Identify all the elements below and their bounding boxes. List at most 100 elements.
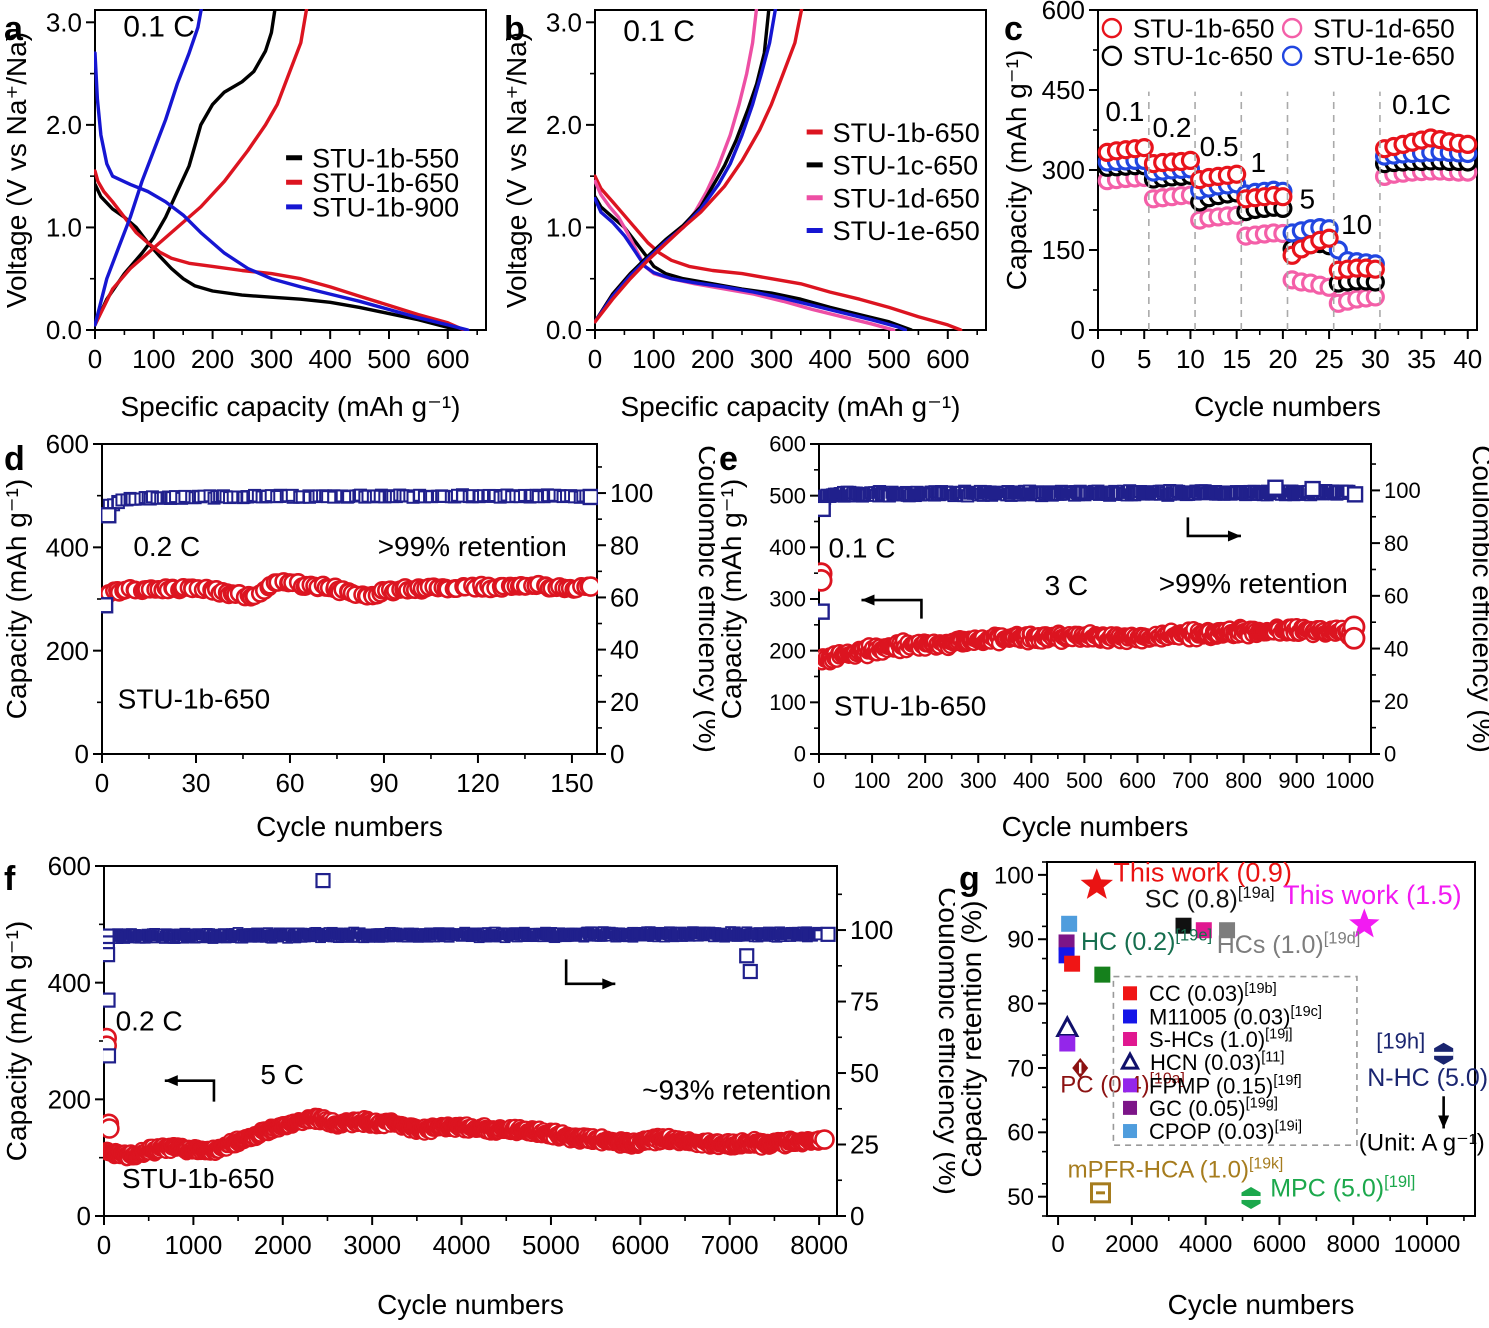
- svg-text:400: 400: [1013, 768, 1050, 793]
- series-STU-1e-650-charge: [594, 9, 778, 324]
- arrow-line: [1186, 517, 1241, 538]
- svg-text:200: 200: [48, 1084, 91, 1114]
- annotation-text: 0.2 C: [133, 531, 200, 562]
- svg-text:200: 200: [691, 344, 734, 374]
- svg-text:f: f: [4, 860, 16, 898]
- svg-text:20: 20: [1384, 689, 1408, 714]
- svg-text:400: 400: [48, 968, 91, 998]
- svg-text:3.0: 3.0: [546, 7, 582, 37]
- y-axis-right-label: Coulombic efficiency (%): [1467, 445, 1489, 753]
- svg-text:75: 75: [850, 987, 879, 1017]
- y-axis-label: Voltage (V vs Na⁺/Na): [501, 32, 532, 308]
- svg-text:25: 25: [850, 1130, 879, 1160]
- annotation-text: >99% retention: [1159, 568, 1348, 599]
- svg-text:600: 600: [1119, 768, 1156, 793]
- legend-label-S-HCs (1.0): S-HCs (1.0)[19j]: [1149, 1027, 1293, 1052]
- svg-text:g: g: [959, 860, 980, 898]
- svg-text:40: 40: [610, 635, 639, 665]
- svg-text:4000: 4000: [1179, 1231, 1232, 1258]
- svg-text:90: 90: [370, 768, 399, 798]
- legend-box: [1112, 975, 1358, 1146]
- panel-e-chart: e0 100 200 300 400 500 600 700 800 900 10000100200…: [716, 432, 1489, 842]
- panel-a-voltage-profiles-temperature: a a 0 100 200 300 400 500 600 0.0 1.0 2.0 3.0 Specif…: [0, 0, 500, 430]
- svg-text:600: 600: [426, 344, 469, 374]
- series-N-HC (5.0): [1433, 1042, 1454, 1065]
- series-STU-1b-550-charge: [94, 9, 277, 327]
- series-HCN (0.03): [1055, 1014, 1080, 1038]
- svg-text:100: 100: [850, 915, 893, 945]
- svg-text:300: 300: [750, 344, 793, 374]
- series-ce-first-points: [101, 488, 598, 614]
- series-CC (0.03): [1064, 955, 1081, 972]
- annotations: 0.1 C STU-1b-650STU-1c-650STU-1d-650STU-1…: [623, 15, 980, 246]
- svg-text:70: 70: [1007, 1055, 1034, 1082]
- annotation-text: STU-1b-650: [834, 690, 987, 721]
- svg-text:1.0: 1.0: [46, 213, 82, 243]
- svg-text:80: 80: [610, 530, 639, 560]
- legend-label-STU-1e-650: STU-1e-650: [833, 216, 980, 246]
- series-CPOP (0.03): [1061, 915, 1078, 932]
- svg-text:400: 400: [46, 532, 89, 562]
- svg-text:60: 60: [1384, 584, 1408, 609]
- series-HC (0.2): [1094, 966, 1111, 983]
- svg-text:60: 60: [610, 583, 639, 613]
- y-axis-right-label: Coulombic efficiency (%): [693, 445, 715, 753]
- series-STU-1b-900-charge: [94, 9, 204, 327]
- legend-label-STU-1b-650: STU-1b-650: [312, 168, 459, 198]
- series-ce-first-points: [818, 479, 1364, 620]
- svg-text:50: 50: [1007, 1184, 1034, 1211]
- svg-text:10: 10: [1176, 344, 1205, 374]
- panel-b-chart: b 0 100 200 300 400 500 600 0.0 1.0 2.0 3.0 Specific…: [501, 7, 987, 422]
- axes: 0 30 60 90 120 150 0 200 400 600 0 20 40 60 80 100: [46, 430, 654, 798]
- series-STU-1b-650-charge: [594, 9, 804, 324]
- svg-text:0: 0: [610, 739, 624, 769]
- svg-text:600: 600: [1042, 0, 1085, 25]
- svg-text:e: e: [719, 440, 738, 478]
- svg-text:0: 0: [97, 1230, 111, 1260]
- legend-label-STU-1e-650: STU-1e-650: [1313, 41, 1455, 71]
- y-axis-label: Capacity retention (%): [956, 900, 987, 1177]
- annotation-text: mPFR-HCA (1.0)[19k]: [1068, 1155, 1284, 1183]
- series-STU-1e-650-discharge: [594, 197, 908, 331]
- series-capacity-first-0.1C: [818, 562, 1366, 650]
- svg-text:5000: 5000: [522, 1230, 580, 1260]
- y-axis-label: Capacity (mAh g⁻¹): [1, 479, 32, 719]
- annotation-text: 0.1: [1105, 96, 1144, 127]
- annotations: 0.1 C 3 C >99% retention STU-1b-650: [829, 517, 1348, 721]
- annotation-text: HCs (1.0)[19d]: [1217, 929, 1361, 959]
- arrow-head: [861, 594, 875, 606]
- panel-b-voltage-profiles-samples: b b 0 100 200 300 400 500 600 0.0 1.0 2.0 3.0 Specif…: [500, 0, 1000, 430]
- series-This work (1.5): [1349, 908, 1380, 938]
- arrow-head: [1227, 530, 1241, 542]
- series-SC (0.8): [1175, 917, 1192, 934]
- series-mPFR-HCA (1.0): [1090, 1182, 1111, 1204]
- annotation-text: STU-1b-650: [118, 684, 271, 715]
- svg-text:25: 25: [1315, 344, 1344, 374]
- svg-text:600: 600: [48, 851, 91, 881]
- svg-text:d: d: [4, 440, 25, 478]
- annotations: 0.2 C 5 C ~93% retention STU-1b-650: [116, 959, 831, 1194]
- y-axis-right-label: Coulombic efficiency (%): [933, 887, 955, 1195]
- annotation-text: >99% retention: [378, 531, 567, 562]
- svg-text:b: b: [504, 10, 525, 48]
- panel-g-chart: g 0 2000 4000 6000 8000 10000 50 60 70 80 90 100 Cycl…: [956, 857, 1488, 1320]
- svg-text:200: 200: [907, 768, 944, 793]
- svg-text:2000: 2000: [254, 1230, 312, 1260]
- svg-text:3.0: 3.0: [46, 7, 82, 37]
- svg-text:400: 400: [308, 344, 351, 374]
- legend-label-STU-1b-650: STU-1b-650: [1133, 13, 1275, 43]
- svg-text:300: 300: [960, 768, 997, 793]
- svg-text:0: 0: [95, 768, 109, 798]
- svg-text:300: 300: [1042, 155, 1085, 185]
- svg-text:120: 120: [456, 768, 499, 798]
- svg-text:0.0: 0.0: [46, 315, 82, 345]
- annotation-text: 1: [1251, 147, 1267, 178]
- svg-text:0: 0: [77, 1201, 91, 1231]
- legend-label-HCN (0.03): HCN (0.03)[11]: [1150, 1050, 1284, 1075]
- svg-text:150: 150: [1042, 235, 1085, 265]
- panel-g-literature-comparison: g g 0 2000 4000 6000 8000 10000 50 60 70 80 90 100 Cy…: [955, 850, 1489, 1328]
- svg-text:0: 0: [1051, 1231, 1064, 1258]
